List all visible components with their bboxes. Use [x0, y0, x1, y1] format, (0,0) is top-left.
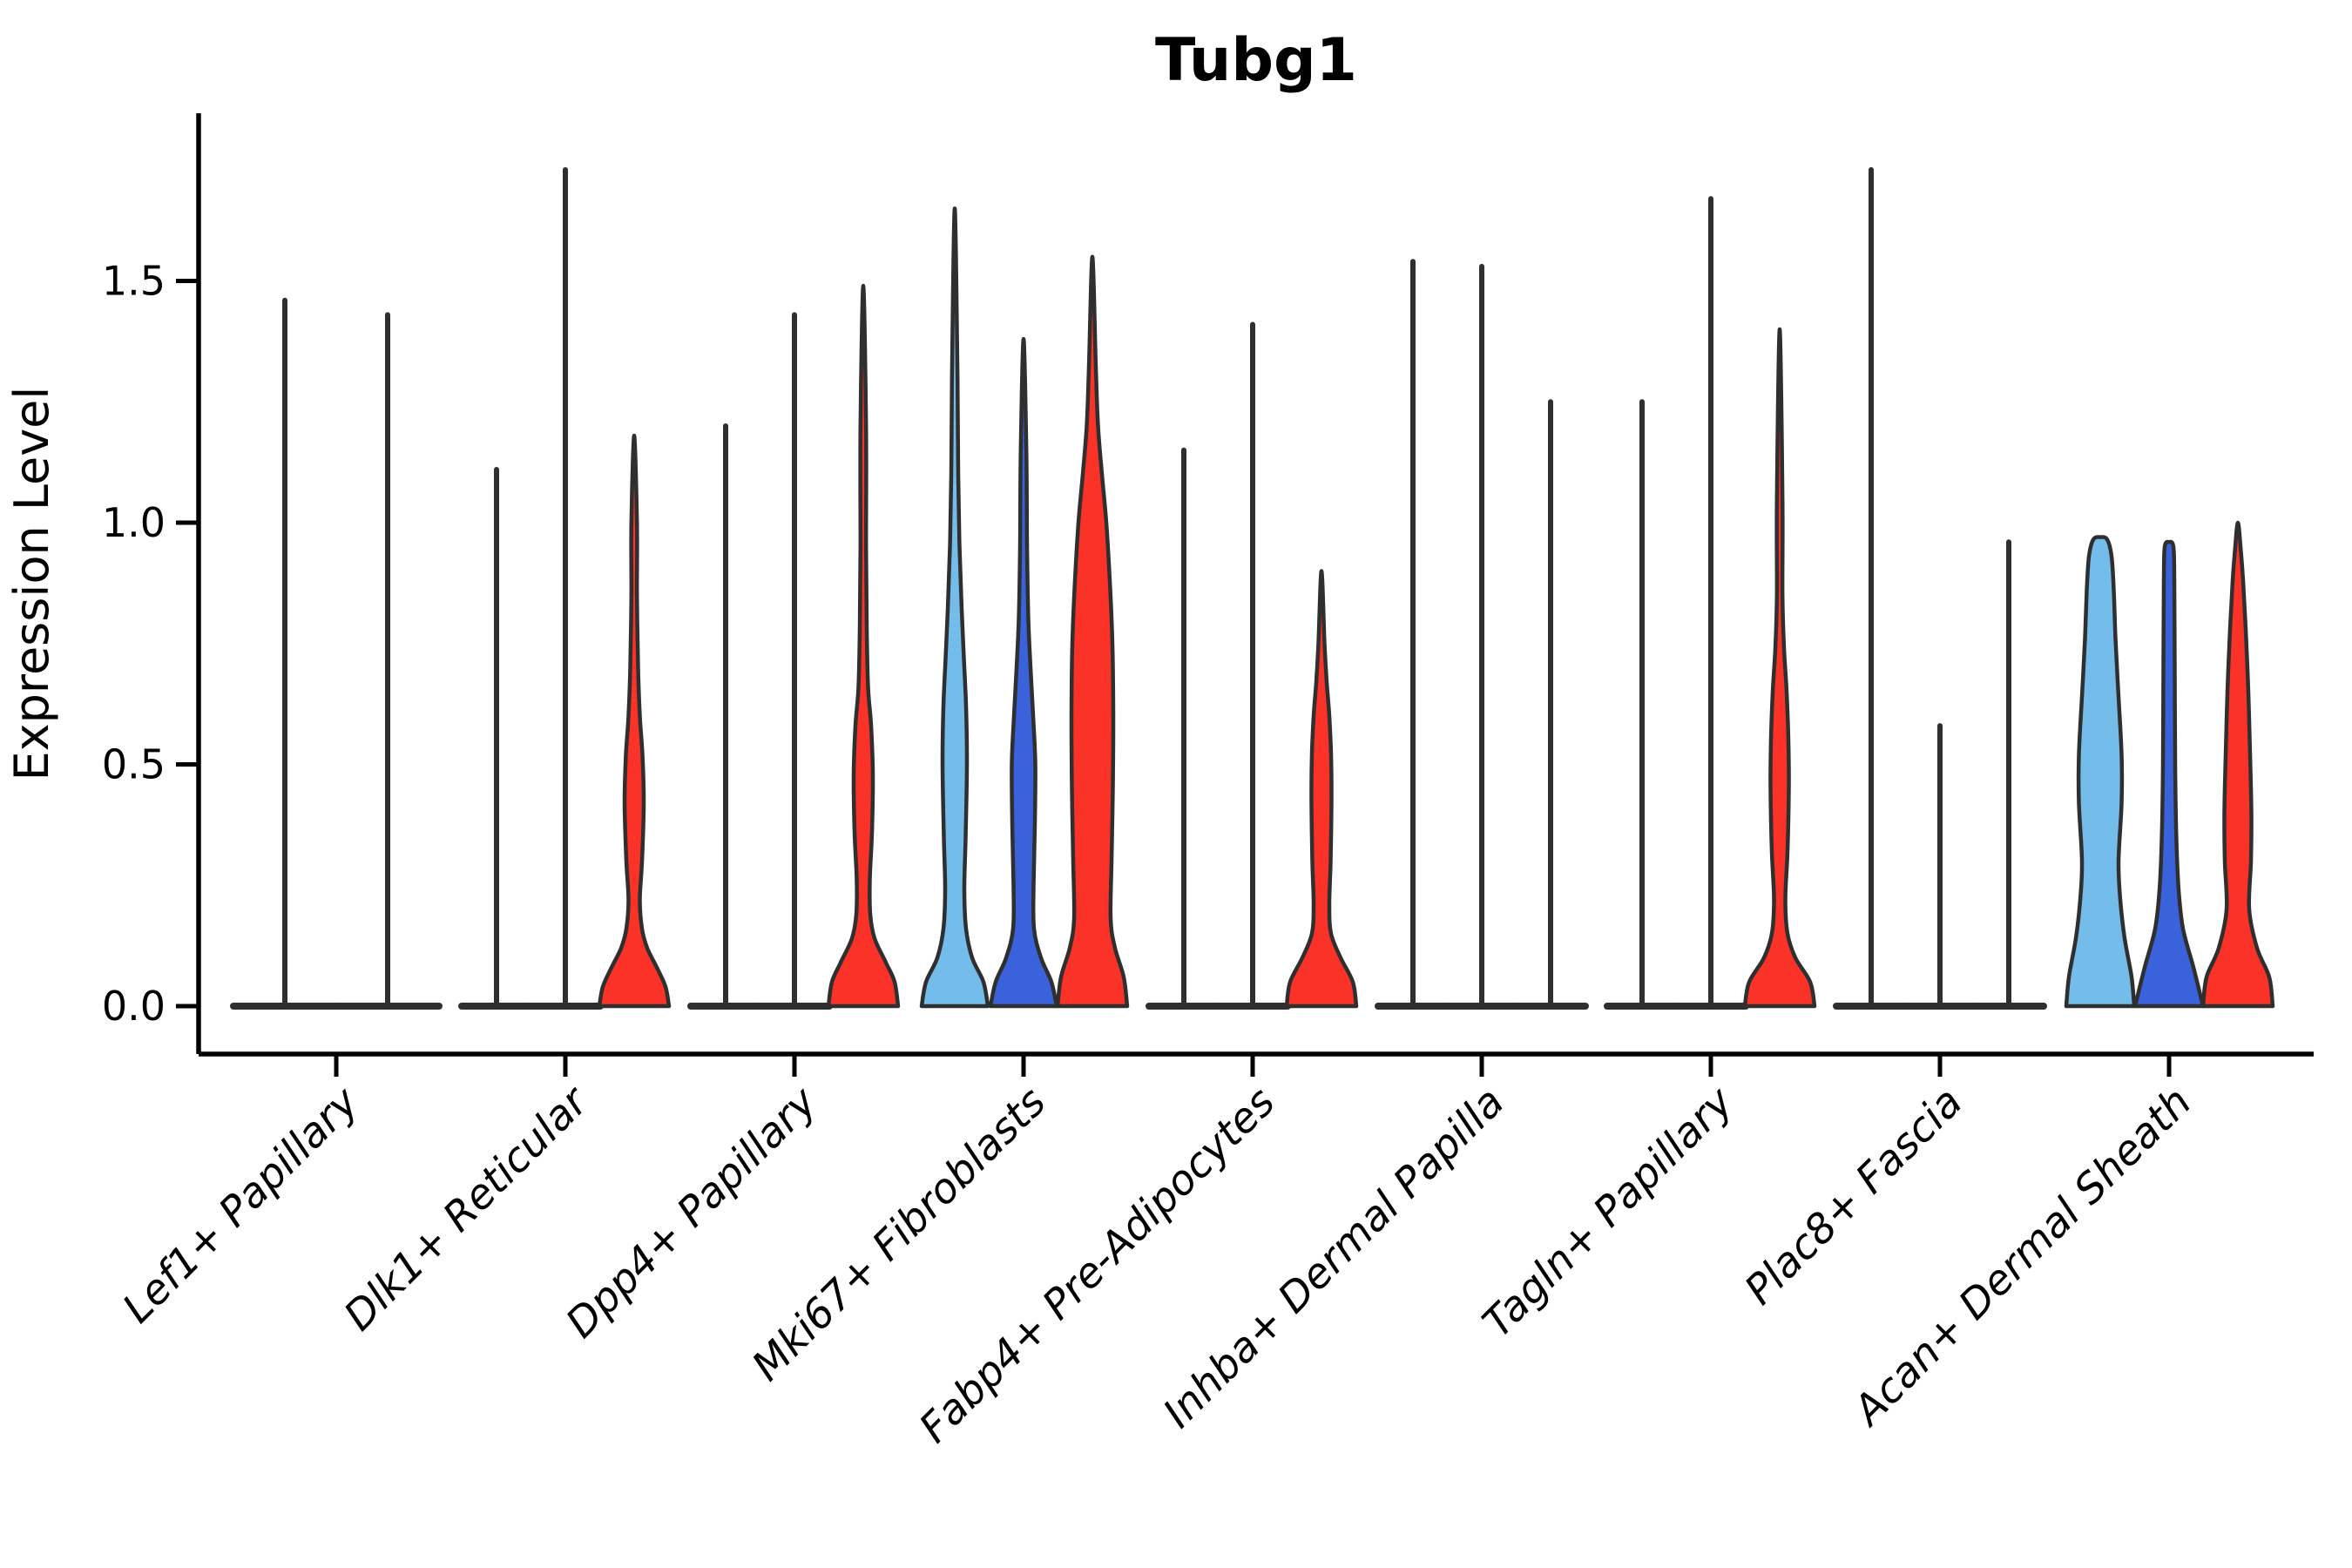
violin-red [826, 283, 901, 1009]
y-tick-label: 0.0 [102, 983, 166, 1030]
y-tick-label: 0.5 [102, 741, 166, 788]
violin-red [1055, 254, 1130, 1009]
violin-blue [988, 336, 1059, 1009]
x-tick-label: Dlk1+ Reticular [335, 1077, 599, 1341]
violin-blue [2132, 539, 2206, 1009]
violin-skyblue [2064, 535, 2137, 1009]
x-tick-label: Dpp4+ Papillary [557, 1078, 827, 1348]
violin-red [2200, 520, 2275, 1009]
violin-red [1284, 569, 1359, 1009]
x-tick-label: Plac8+ Fascia [1735, 1078, 1971, 1315]
y-tick-label: 1.0 [102, 499, 166, 546]
x-tick-label: Tagln+ Papillary [1474, 1078, 1744, 1348]
violin-red [597, 433, 672, 1009]
x-tick-label: Lef1+ Papillary [113, 1078, 368, 1333]
y-axis-label: Expression Level [4, 387, 59, 781]
y-tick-label: 1.5 [102, 258, 166, 305]
violin-skyblue [919, 206, 990, 1009]
violin-red [1742, 327, 1817, 1009]
chart-title: Tubg1 [1155, 26, 1357, 95]
